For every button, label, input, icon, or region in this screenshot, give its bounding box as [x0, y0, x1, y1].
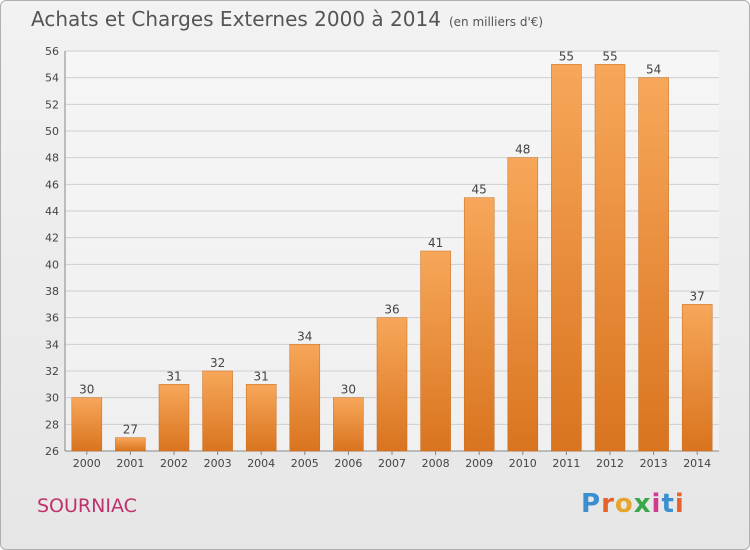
bar	[158, 384, 190, 452]
data-label: 55	[559, 49, 574, 63]
bar	[289, 344, 321, 452]
chart-title: Achats et Charges Externes 2000 à 2014 (e…	[31, 7, 543, 31]
bar	[594, 64, 626, 452]
data-label: 45	[472, 183, 487, 197]
data-label: 32	[210, 356, 225, 370]
x-tick-label: 2010	[509, 457, 537, 470]
bar	[551, 64, 582, 452]
data-label: 37	[690, 289, 705, 303]
data-label: 55	[602, 49, 617, 63]
y-tick-label: 48	[45, 152, 59, 165]
bar	[463, 197, 495, 452]
commune-name: SOURNIAC	[37, 495, 137, 517]
y-tick-label: 54	[45, 72, 59, 85]
logo-letter: r	[601, 489, 615, 519]
x-tick-label: 2005	[291, 457, 319, 470]
x-tick-label: 2009	[465, 457, 493, 470]
x-tick-label: 2008	[422, 457, 450, 470]
data-label: 34	[297, 329, 312, 343]
x-tick-label: 2013	[640, 457, 668, 470]
bar	[420, 250, 451, 452]
bar	[376, 317, 408, 452]
y-tick-label: 44	[45, 205, 59, 218]
logo-letter: P	[581, 489, 602, 519]
y-tick-label: 50	[45, 125, 59, 138]
chart-title-text: Achats et Charges Externes 2000 à 2014	[31, 7, 441, 31]
data-label: 27	[123, 423, 138, 437]
x-tick-label: 2001	[116, 457, 144, 470]
y-tick-label: 26	[45, 445, 59, 458]
data-label: 31	[254, 369, 269, 383]
bar	[202, 370, 233, 452]
data-label: 30	[341, 383, 356, 397]
logo-letter: t	[661, 489, 675, 519]
proxiti-logo: Proxiti	[581, 489, 685, 519]
y-tick-label: 56	[45, 45, 59, 58]
logo-letter: o	[614, 489, 634, 519]
y-tick-label: 42	[45, 232, 59, 245]
x-tick-label: 2011	[552, 457, 580, 470]
y-tick-label: 38	[45, 285, 59, 298]
x-tick-label: 2014	[683, 457, 711, 470]
x-tick-label: 2007	[378, 457, 406, 470]
logo-letter: x	[633, 489, 652, 519]
logo-letter: i	[651, 489, 662, 519]
data-label: 48	[515, 143, 530, 157]
bar	[71, 397, 103, 452]
y-tick-label: 36	[45, 312, 59, 325]
data-label: 36	[384, 303, 399, 317]
y-tick-label: 40	[45, 258, 59, 271]
y-tick-label: 28	[45, 418, 59, 431]
bar	[507, 157, 539, 452]
x-tick-label: 2012	[596, 457, 624, 470]
y-tick-label: 30	[45, 392, 59, 405]
x-tick-label: 2003	[204, 457, 232, 470]
chart-unit: (en milliers d'€)	[448, 15, 544, 29]
data-label: 30	[79, 383, 94, 397]
bar	[333, 397, 364, 452]
x-tick-label: 2002	[160, 457, 188, 470]
x-tick-label: 2006	[334, 457, 362, 470]
data-label: 54	[646, 63, 661, 77]
y-tick-label: 46	[45, 178, 59, 191]
bar	[115, 437, 146, 452]
y-tick-label: 32	[45, 365, 59, 378]
x-tick-label: 2004	[247, 457, 275, 470]
y-tick-label: 34	[45, 338, 59, 351]
x-tick-label: 2000	[73, 457, 101, 470]
bar	[638, 77, 669, 452]
data-label: 41	[428, 236, 443, 250]
bar	[681, 304, 713, 452]
y-tick-label: 52	[45, 98, 59, 111]
logo-letter: i	[674, 489, 685, 519]
bar	[245, 384, 277, 452]
data-label: 31	[166, 369, 181, 383]
